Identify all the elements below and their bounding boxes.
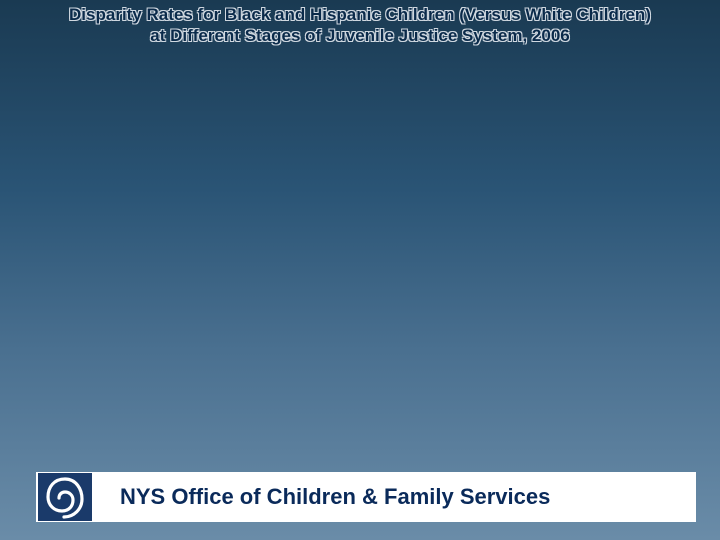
slide: Disparity Rates for Black and Hispanic C… — [0, 0, 720, 540]
footer-bar: NYS Office of Children & Family Services — [36, 472, 696, 522]
title-line-1: Disparity Rates for Black and Hispanic C… — [69, 5, 651, 24]
logo-swirl-icon — [42, 475, 88, 519]
footer-text: NYS Office of Children & Family Services — [120, 484, 550, 510]
agency-logo — [38, 473, 92, 521]
slide-title: Disparity Rates for Black and Hispanic C… — [0, 4, 720, 47]
title-line-2: at Different Stages of Juvenile Justice … — [150, 26, 570, 45]
